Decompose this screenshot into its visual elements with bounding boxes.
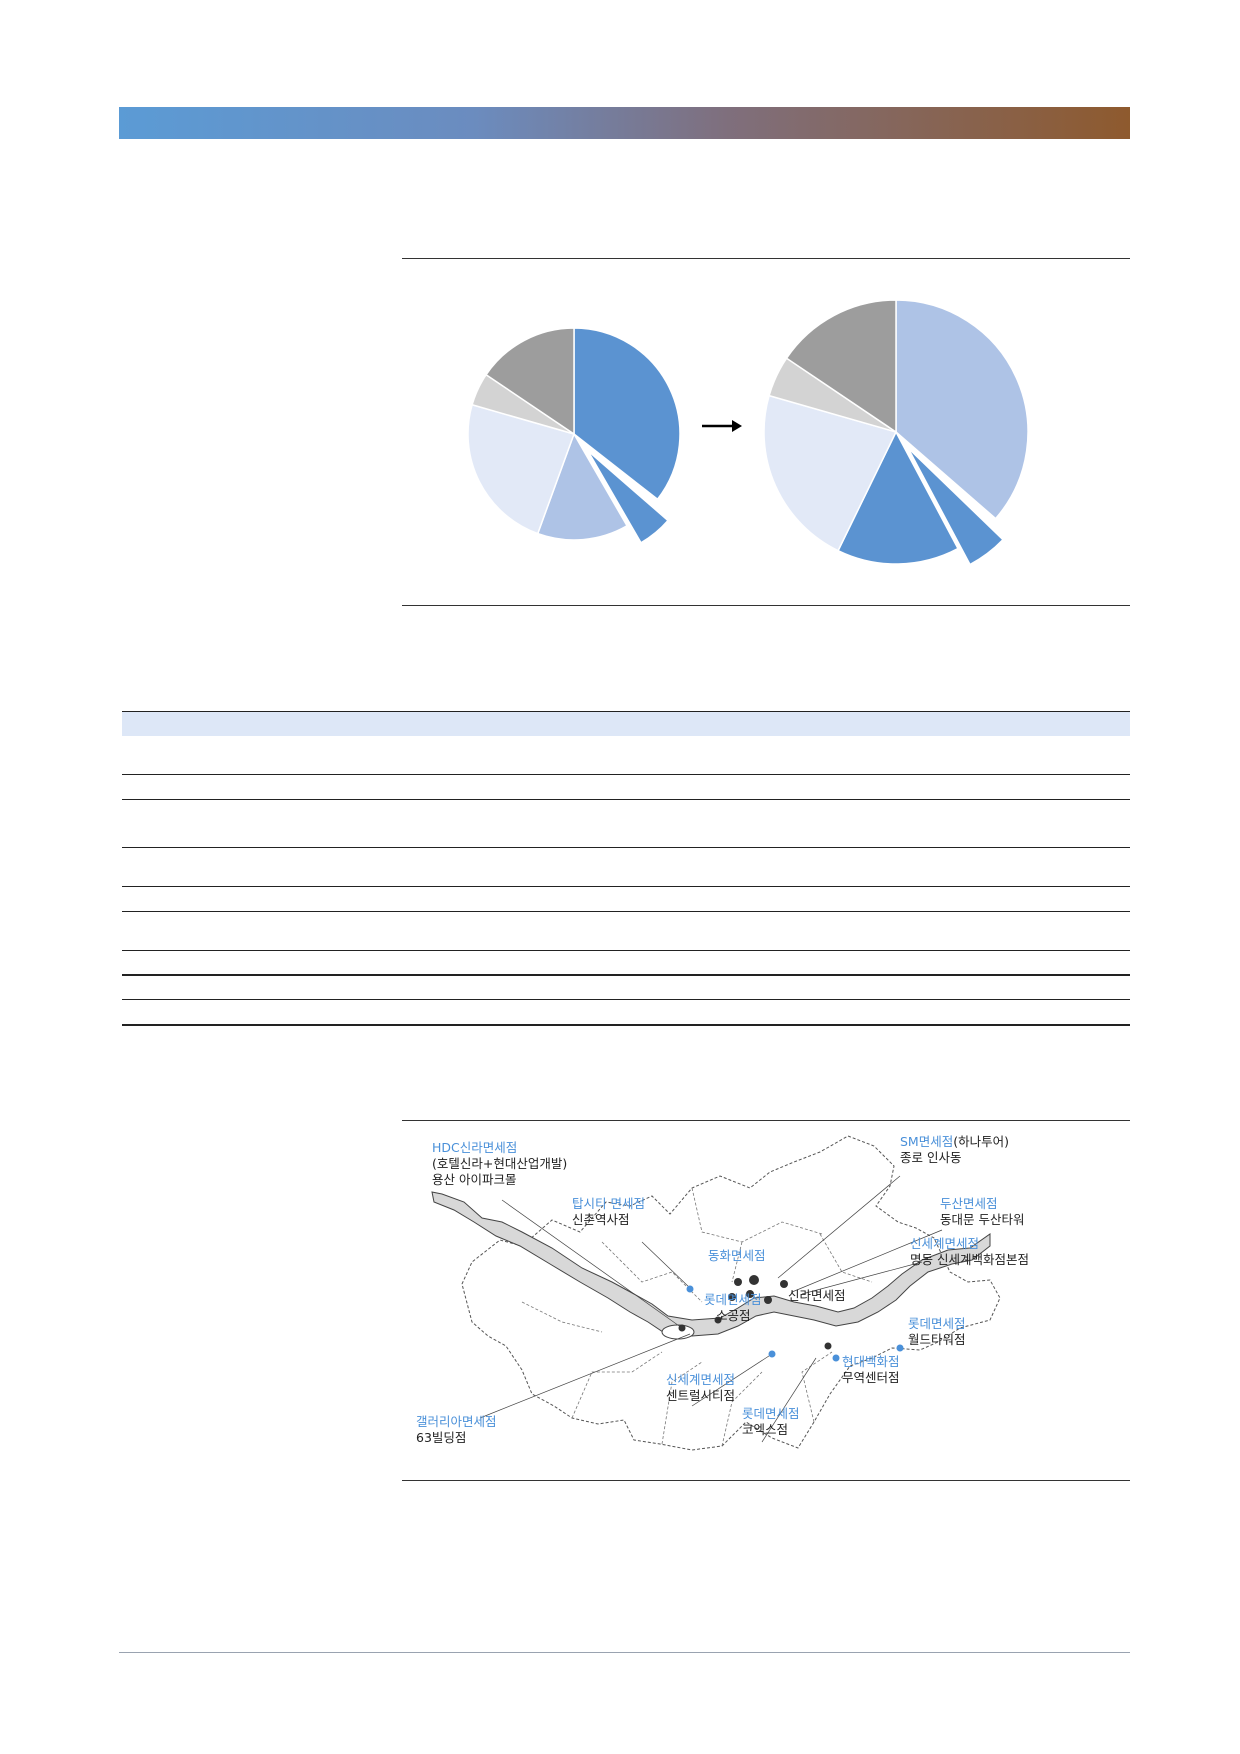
marker-central-city xyxy=(768,1350,776,1358)
label-galleria-sub: 63빌딩점 xyxy=(416,1430,466,1445)
map-labels: HDC신라면세점 (호텔신라+현대산업개발) 용산 아이파크몰 탑시티 면세점 … xyxy=(416,1134,1029,1445)
figure-bottom-rule xyxy=(402,605,1130,606)
label-lotte-sogong-name: 롯데면세점 xyxy=(704,1292,762,1307)
arrow-icon xyxy=(702,420,742,432)
marker-sinchon xyxy=(686,1285,694,1293)
district-line xyxy=(521,1187,873,1447)
pie-before xyxy=(467,327,681,544)
marker-63-building xyxy=(678,1324,686,1332)
footer-rule xyxy=(119,1652,1130,1653)
header-gradient-bar xyxy=(119,107,1130,139)
table-row-divider xyxy=(122,847,1130,848)
han-river xyxy=(431,1191,991,1337)
pie-after xyxy=(763,299,1029,566)
pie-chart-figure xyxy=(467,299,1029,566)
label-lotte-coex-sub: 코엑스점 xyxy=(742,1422,788,1437)
pie-after-slice-1 xyxy=(895,299,1029,520)
yeouido-island xyxy=(661,1324,695,1340)
marker-myeongdong xyxy=(746,1290,754,1298)
label-lotte-worldtower-sub: 월드타워점 xyxy=(908,1332,966,1347)
marker-donghwa xyxy=(734,1278,742,1286)
pie-before-slice-2 xyxy=(587,450,670,544)
marker-yongsan xyxy=(714,1316,722,1324)
label-sm-suffix: (하나투어) xyxy=(953,1134,1009,1149)
map-bottom-rule xyxy=(402,1480,1130,1481)
label-sm-sub: 종로 인사동 xyxy=(900,1150,961,1165)
leader-lines xyxy=(479,1175,943,1443)
marker-shilla xyxy=(764,1296,772,1304)
label-doosan-name: 두산면세점 xyxy=(940,1196,998,1211)
label-hyundai-name: 현대백화점 xyxy=(842,1354,900,1369)
marker-sogong xyxy=(728,1293,736,1301)
marker-trade-center xyxy=(832,1354,840,1362)
figure-top-rule xyxy=(402,258,1130,259)
label-shinsegae-myeongdong-name: 신세계면세점 xyxy=(910,1236,979,1251)
pie-before-slice-3 xyxy=(536,432,629,541)
label-shilla-sub: 신라면세점 xyxy=(788,1288,846,1303)
pie-after-slice-3 xyxy=(837,430,959,565)
table-bottom-rule xyxy=(122,1024,1130,1026)
label-hdc-name: HDC신라면세점 xyxy=(432,1140,517,1155)
pie-after-slice-2 xyxy=(907,447,1005,566)
pie-after-slice-4 xyxy=(763,394,898,552)
label-lotte-sogong-sub: 소공점 xyxy=(716,1308,751,1323)
label-hyundai-sub: 무역센터점 xyxy=(842,1370,900,1385)
label-topcity-name: 탑시티 면세점 xyxy=(572,1196,645,1211)
seoul-duty-free-map: HDC신라면세점 (호텔신라+현대산업개발) 용산 아이파크몰 탑시티 면세점 … xyxy=(416,1134,1029,1451)
table-row-divider xyxy=(122,950,1130,951)
label-doosan-sub: 동대문 두산타워 xyxy=(940,1212,1024,1227)
table-row-divider xyxy=(122,774,1130,775)
label-hdc-sub2: 용산 아이파크몰 xyxy=(432,1172,516,1187)
map-top-rule xyxy=(402,1120,1130,1121)
store-markers xyxy=(678,1275,904,1362)
label-lotte-worldtower-name: 롯데면세점 xyxy=(908,1316,966,1331)
pie-before-slice-6 xyxy=(485,327,575,436)
label-lotte-coex-name: 롯데면세점 xyxy=(742,1406,800,1421)
table-row-divider xyxy=(122,974,1130,976)
label-shinsegae-myeongdong-sub: 명동 신세계백화점본점 xyxy=(910,1252,1029,1267)
label-galleria-name: 갤러리아면세점 xyxy=(416,1414,497,1429)
table-header-row xyxy=(122,711,1130,736)
table-row-divider xyxy=(122,911,1130,912)
table-row-divider xyxy=(122,999,1130,1000)
marker-insadong xyxy=(749,1275,759,1285)
marker-world-tower xyxy=(896,1344,904,1352)
label-shinsegae-central-name: 신세계면세점 xyxy=(666,1372,735,1387)
table-row-divider xyxy=(122,799,1130,800)
pie-before-slice-4 xyxy=(467,403,575,535)
marker-coex xyxy=(824,1342,832,1350)
pie-after-slice-6 xyxy=(785,299,897,434)
label-sm-name: SM면세점 xyxy=(900,1134,953,1149)
label-sm: SM면세점(하나투어) xyxy=(900,1134,1009,1149)
label-hdc-sub1: (호텔신라+현대산업개발) xyxy=(432,1156,567,1171)
marker-dongdaemun xyxy=(780,1280,788,1288)
label-topcity-sub: 신촌역사점 xyxy=(572,1212,630,1227)
label-donghwa-name: 동화면세점 xyxy=(708,1248,766,1263)
label-shinsegae-central-sub: 센트럴시티점 xyxy=(666,1388,735,1403)
seoul-district-outline xyxy=(461,1135,1001,1451)
table-row-divider xyxy=(122,886,1130,887)
pie-before-slice-1 xyxy=(573,327,681,501)
